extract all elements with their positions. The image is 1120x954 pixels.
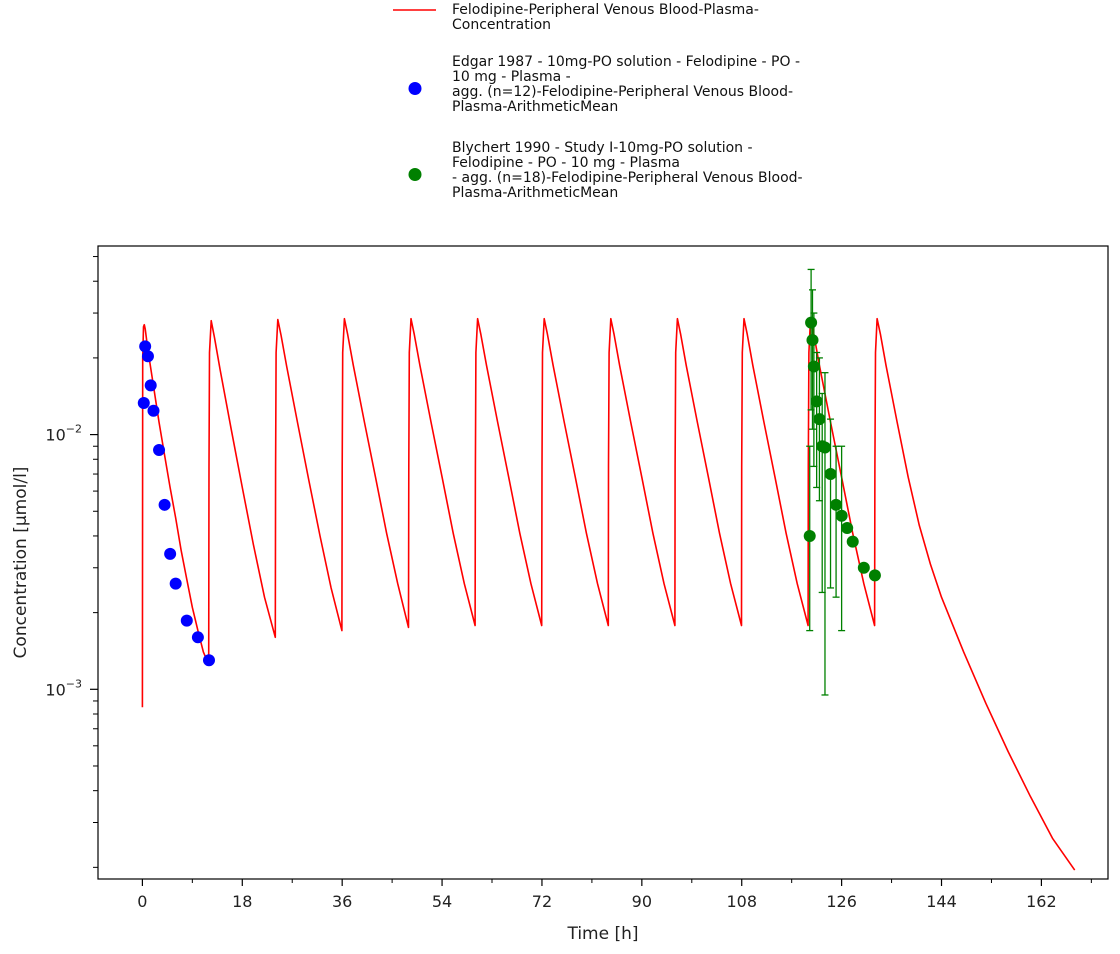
series-line-felodipine (141, 317, 1076, 871)
y-tick-label: 10−3 (45, 677, 82, 699)
legend: Felodipine-Peripheral Venous Blood-Plasm… (393, 2, 803, 201)
x-tick-label: 144 (926, 892, 957, 911)
y-axis-title: Concentration [µmol/l] (11, 467, 31, 659)
data-point (806, 334, 819, 347)
x-tick-label: 36 (332, 892, 352, 911)
data-point (180, 614, 193, 627)
data-point (191, 631, 204, 644)
legend-entry-text: Felodipine - PO - 10 mg - Plasma (452, 155, 680, 171)
x-tick-label: 126 (826, 892, 857, 911)
legend-entry-text: - agg. (n=18)-Felodipine-Peripheral Veno… (452, 170, 803, 186)
x-axis-title: Time [h] (566, 924, 638, 944)
legend-swatch-marker (408, 82, 422, 95)
data-point (846, 535, 859, 548)
x-tick-label: 54 (432, 892, 452, 911)
legend-entry-text: Concentration (452, 17, 551, 33)
data-point (137, 397, 150, 410)
data-point (147, 404, 160, 417)
data-point (141, 350, 154, 363)
data-point (813, 413, 826, 426)
data-point (144, 379, 157, 392)
data-point (830, 498, 843, 511)
legend-entry-text: Edgar 1987 - 10mg-PO solution - Felodipi… (452, 54, 800, 70)
data-point (164, 547, 177, 560)
data-point (807, 360, 820, 373)
plot-area (97, 245, 1109, 880)
x-tick-label: 90 (632, 892, 652, 911)
legend-entry-text: Plasma-ArithmeticMean (452, 99, 618, 115)
data-point (139, 340, 152, 353)
data-point (202, 654, 215, 667)
legend-entry-text: 10 mg - Plasma - (452, 69, 571, 85)
x-axis: 0 18 36 54 72 90 108 126 144 162 (137, 879, 1092, 911)
data-point (824, 468, 837, 481)
x-tick-label: 162 (1026, 892, 1057, 911)
legend-entry-text: Plasma-ArithmeticMean (452, 185, 618, 201)
series-2-points (803, 268, 881, 696)
y-tick-label: 10−2 (45, 423, 82, 445)
data-point (803, 529, 816, 542)
legend-swatch-marker (408, 168, 422, 181)
series-1-points (137, 340, 215, 667)
data-point (153, 443, 166, 456)
data-point (841, 521, 854, 534)
plot-frame (97, 245, 1109, 880)
data-point (169, 577, 182, 590)
x-tick-label: 108 (726, 892, 757, 911)
legend-entry-text: agg. (n=12)-Felodipine-Peripheral Venous… (452, 84, 793, 100)
y-axis: 10−3 10−2 (45, 256, 98, 868)
data-point (868, 569, 881, 582)
x-tick-label: 18 (232, 892, 252, 911)
series-layer (137, 268, 1076, 871)
legend-entry-text: Blychert 1990 - Study I-10mg-PO solution… (452, 140, 753, 156)
data-point (805, 316, 818, 329)
data-point (835, 509, 848, 522)
data-point (857, 561, 870, 574)
x-tick-label: 0 (137, 892, 147, 911)
legend-entry-text: Felodipine-Peripheral Venous Blood-Plasm… (452, 2, 759, 18)
data-point (810, 395, 823, 408)
data-point (818, 441, 831, 454)
x-tick-label: 72 (532, 892, 552, 911)
data-point (158, 498, 171, 511)
